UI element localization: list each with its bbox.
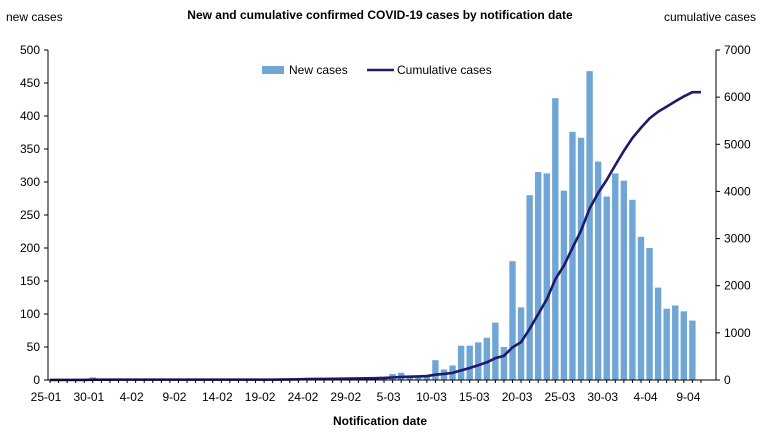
bar-7-04 (672, 305, 679, 380)
left-tick-label: 150 (20, 274, 40, 288)
new-cases-bars (46, 71, 696, 381)
bar-13-03 (457, 345, 465, 380)
x-tick-label: 15-03 (459, 390, 490, 404)
bar-28-03 (586, 71, 593, 381)
bar-14-03 (466, 345, 473, 380)
legend-bar-label: New cases (289, 63, 348, 77)
bar-8-03 (415, 376, 422, 380)
left-tick-label: 50 (27, 340, 41, 354)
bar-25-03 (560, 190, 568, 380)
x-tick-label: 25-01 (31, 390, 62, 404)
right-tick-label: 2000 (724, 279, 751, 293)
bar-10-03 (432, 360, 439, 380)
left-tick-label: 200 (20, 241, 40, 255)
x-tick-label: 19-02 (245, 390, 276, 404)
bar-16-03 (483, 337, 491, 380)
bar-29-03 (594, 161, 602, 380)
x-tick-label: 25-03 (545, 390, 576, 404)
right-tick-label: 1000 (724, 326, 751, 340)
legend-bar-swatch (262, 66, 284, 74)
left-tick-label: 100 (20, 307, 40, 321)
bar-24-03 (552, 98, 559, 381)
bar-23-03 (543, 173, 550, 380)
bar-8-04 (680, 311, 688, 380)
bar-19-03 (509, 261, 516, 380)
bar-2-04 (629, 199, 636, 380)
right-tick-label: 0 (724, 373, 731, 387)
bar-17-03 (492, 322, 499, 380)
x-tick-label: 4-02 (120, 390, 144, 404)
bar-26-03 (569, 131, 576, 380)
bar-3-04 (637, 236, 645, 380)
right-tick-label: 5000 (724, 137, 751, 151)
left-tick-label: 450 (20, 76, 40, 90)
x-tick-label: 5-03 (377, 390, 401, 404)
left-axis-label: new cases (6, 10, 63, 24)
right-tick-label: 4000 (724, 184, 751, 198)
bar-21-03 (526, 195, 533, 380)
right-tick-label: 6000 (724, 90, 751, 104)
chart-title: New and cumulative confirmed COVID-19 ca… (187, 8, 573, 22)
bar-30-03 (603, 196, 610, 380)
x-tick-label: 30-01 (73, 390, 104, 404)
bar-18-03 (500, 347, 508, 380)
x-tick-label: 30-03 (587, 390, 618, 404)
x-tick-label: 9-02 (162, 390, 186, 404)
bar-22-03 (535, 172, 542, 380)
bar-7-03 (406, 376, 413, 380)
x-tick-label: 20-03 (502, 390, 533, 404)
bar-9-04 (689, 320, 696, 380)
x-tick-label: 29-02 (330, 390, 361, 404)
bar-6-04 (663, 308, 670, 380)
bar-9-03 (423, 375, 431, 380)
bar-20-03 (517, 307, 525, 380)
right-tick-label: 3000 (724, 232, 751, 246)
x-tick-label: 14-02 (202, 390, 233, 404)
bar-27-03 (577, 137, 585, 380)
right-tick-label: 7000 (724, 43, 751, 57)
axes: 0501001502002503003504004505000100020003… (20, 43, 751, 404)
x-tick-label: 24-02 (288, 390, 319, 404)
bar-4-04 (646, 248, 653, 380)
left-tick-label: 500 (20, 43, 40, 57)
legend-line-label: Cumulative cases (397, 63, 492, 77)
bar-1-04 (620, 180, 628, 380)
x-tick-label: 9-04 (676, 390, 700, 404)
left-tick-label: 0 (33, 373, 40, 387)
x-tick-label: 10-03 (416, 390, 447, 404)
left-tick-label: 350 (20, 142, 40, 156)
right-axis-label: cumulative cases (663, 10, 756, 24)
cumulative-cases-line (50, 90, 701, 382)
left-tick-label: 250 (20, 208, 40, 222)
left-tick-label: 300 (20, 175, 40, 189)
bar-31-03 (612, 173, 619, 380)
x-tick-label: 4-04 (634, 390, 658, 404)
bar-5-04 (654, 287, 662, 380)
bar-15-03 (475, 342, 482, 380)
left-tick-label: 400 (20, 109, 40, 123)
x-axis-label: Notification date (332, 414, 427, 428)
legend: New cases Cumulative cases (262, 63, 492, 77)
